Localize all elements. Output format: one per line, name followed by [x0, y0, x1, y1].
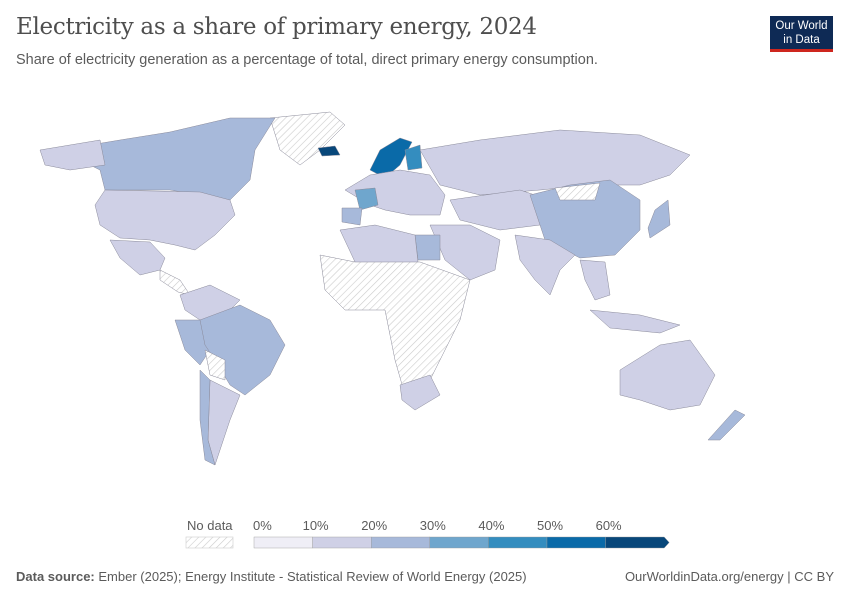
- country-finland[interactable]: [404, 144, 423, 171]
- legend-bin[interactable]: [371, 536, 431, 549]
- source-note: Data source: Ember (2025); Energy Instit…: [16, 569, 527, 584]
- legend-bin[interactable]: [488, 536, 548, 549]
- owid-link[interactable]: OurWorldinData.org/energy | CC BY: [624, 569, 834, 584]
- source-text: Ember (2025); Energy Institute - Statist…: [98, 569, 527, 584]
- logo-line-2: in Data: [783, 34, 820, 46]
- country-mexico[interactable]: [109, 239, 166, 276]
- country-south-africa[interactable]: [399, 374, 441, 411]
- country-usa[interactable]: [94, 189, 236, 251]
- subtitle: Share of electricity generation as a per…: [16, 52, 598, 68]
- southeast-asia[interactable]: [579, 259, 611, 301]
- indonesia[interactable]: [589, 309, 681, 334]
- page-title: Electricity as a share of primary energy…: [16, 14, 537, 40]
- country-japan[interactable]: [647, 199, 671, 239]
- country-peru[interactable]: [174, 319, 211, 366]
- country-spain[interactable]: [341, 207, 363, 226]
- source-label: Data source:: [16, 569, 95, 584]
- legend-bin[interactable]: [253, 536, 313, 549]
- country-egypt[interactable]: [414, 234, 441, 261]
- country-new-zealand[interactable]: [707, 409, 746, 441]
- sub-saharan-africa[interactable]: [319, 254, 471, 396]
- country-mongolia[interactable]: [554, 182, 601, 201]
- country-bolivia[interactable]: [204, 349, 226, 381]
- legend-bin[interactable]: [605, 536, 670, 549]
- legend-tick-label: 10%: [303, 518, 329, 533]
- country-iceland[interactable]: [317, 145, 341, 157]
- middle-east[interactable]: [429, 224, 501, 281]
- legend-bin[interactable]: [312, 536, 372, 549]
- country-argentina[interactable]: [207, 379, 241, 466]
- country-greenland[interactable]: [269, 111, 346, 166]
- legend-no-data-swatch: [185, 536, 234, 549]
- legend-bin[interactable]: [429, 536, 489, 549]
- country-alaska[interactable]: [39, 139, 106, 171]
- country-india[interactable]: [514, 234, 576, 296]
- legend-tick-label: 20%: [361, 518, 387, 533]
- legend-no-data-label: No data: [187, 518, 233, 533]
- legend-bin[interactable]: [546, 536, 606, 549]
- country-australia[interactable]: [619, 339, 716, 411]
- legend: No data 0% 10% 20% 30% 40% 50% 60%: [185, 518, 670, 549]
- legend-tick-label: 50%: [537, 518, 563, 533]
- legend-tick-label: 30%: [420, 518, 446, 533]
- legend-tick-label: 0%: [253, 518, 272, 533]
- country-chile[interactable]: [199, 369, 216, 466]
- legend-tick-label: 40%: [478, 518, 504, 533]
- country-russia[interactable]: [419, 129, 691, 196]
- central-america[interactable]: [159, 269, 191, 296]
- legend-tick-label: 60%: [596, 518, 622, 533]
- logo-line-1: Our World: [775, 20, 828, 32]
- owid-logo[interactable]: Our World in Data: [770, 16, 833, 52]
- country-france[interactable]: [354, 187, 379, 211]
